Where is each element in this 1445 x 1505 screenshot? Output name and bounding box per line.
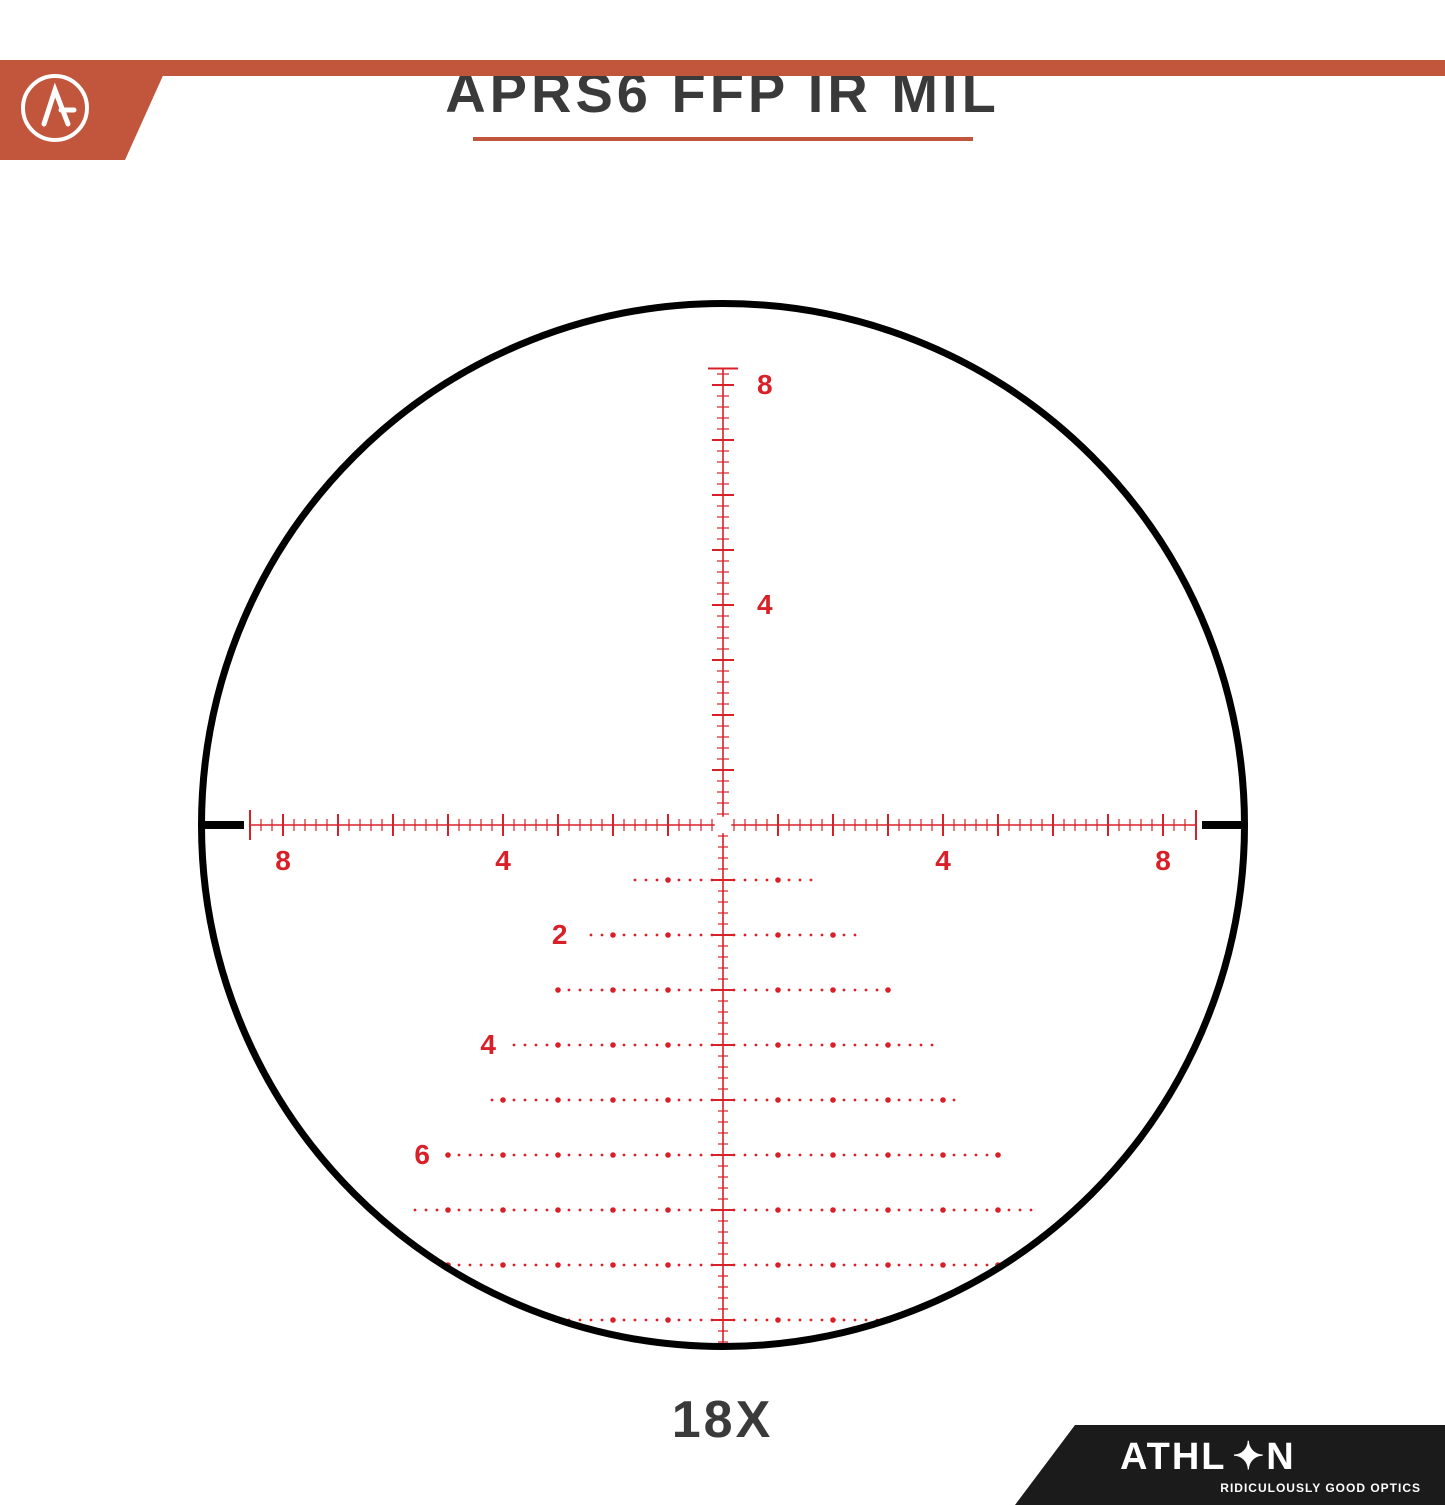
brand-logo-corner [0, 60, 170, 160]
svg-text:8: 8 [1155, 845, 1171, 876]
brand-name-text: ATHL ✦N [1120, 1436, 1296, 1478]
svg-text:4: 4 [757, 589, 773, 620]
svg-text:4: 4 [495, 845, 511, 876]
svg-text:8: 8 [342, 1249, 358, 1280]
svg-text:8: 8 [757, 369, 773, 400]
reticle-diagram: 8 4 4 8 8 4 2 4 6 8 [198, 300, 1248, 1355]
svg-text:4: 4 [480, 1029, 496, 1060]
svg-text:8: 8 [275, 845, 291, 876]
title-underline [473, 137, 973, 141]
svg-text:6: 6 [414, 1139, 430, 1170]
svg-text:2: 2 [551, 919, 567, 950]
svg-text:4: 4 [935, 845, 951, 876]
brand-slogan: RIDICULOUSLY GOOD OPTICS [1220, 1481, 1421, 1495]
top-accent-bar [0, 60, 1445, 76]
